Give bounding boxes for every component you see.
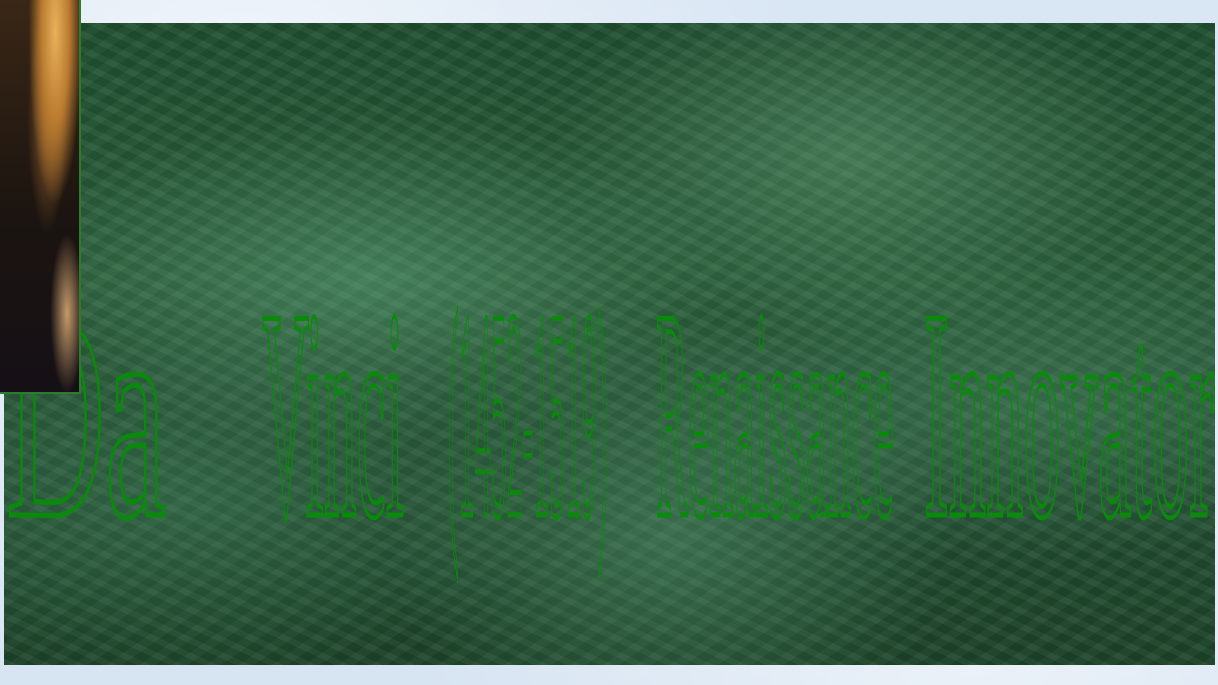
portrait-image <box>0 0 81 394</box>
green-marble-panel <box>4 23 1215 665</box>
